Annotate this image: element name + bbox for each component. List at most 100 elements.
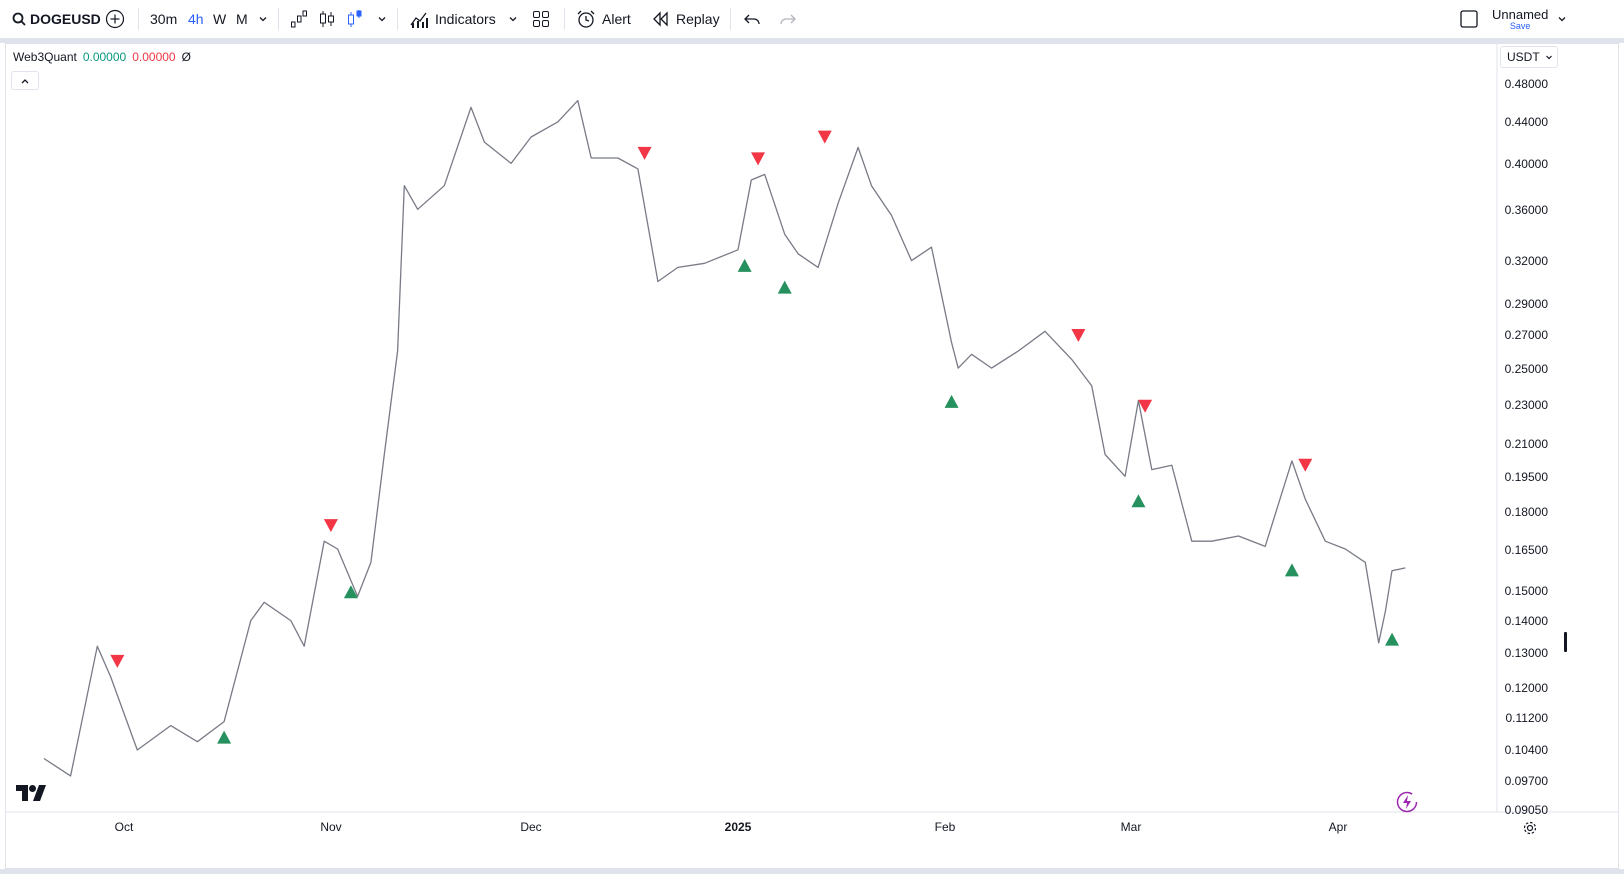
price-scale-handle[interactable] [1564, 632, 1567, 652]
price-label: 0.44000 [1504, 115, 1548, 129]
replay-button[interactable]: Replay [652, 0, 720, 38]
tradingview-logo-icon [16, 785, 46, 801]
grid-layout-icon [533, 11, 549, 27]
signals-group [110, 130, 1400, 744]
price-label: 0.19500 [1504, 470, 1548, 484]
buy-signal-marker [1284, 563, 1299, 577]
buy-signal-marker [777, 280, 792, 294]
chart-type-candles[interactable] [318, 0, 336, 38]
price-label: 0.29000 [1504, 297, 1548, 311]
sell-signal-marker [1298, 458, 1313, 472]
alert-button[interactable]: Alert [576, 0, 631, 38]
alert-label: Alert [602, 11, 631, 27]
lightning-circle-icon [1396, 791, 1418, 813]
buy-signal-marker [217, 730, 232, 744]
time-label: Oct [114, 820, 134, 834]
chevron-down-icon [259, 17, 267, 22]
redo-button[interactable] [779, 0, 797, 38]
price-label: 0.25000 [1504, 362, 1548, 376]
layout-dropdown[interactable] [1557, 0, 1567, 38]
indicator-name: Web3Quant [13, 50, 77, 64]
price-label: 0.09050 [1504, 803, 1548, 817]
indicator-value-2: 0.00000 [132, 50, 176, 64]
chevron-down-icon [509, 17, 517, 22]
price-label: 0.15000 [1504, 584, 1548, 598]
price-series-line [43, 99, 1406, 777]
time-label: Nov [320, 820, 342, 834]
interval-dropdown[interactable] [258, 0, 268, 38]
chevron-down-icon [1546, 55, 1552, 60]
alarm-clock-icon [577, 10, 595, 28]
chart-type-line-break[interactable] [290, 0, 308, 38]
hollow-candles-icon [348, 10, 362, 27]
interval-30m[interactable]: 30m [150, 11, 178, 27]
price-label: 0.23000 [1504, 398, 1548, 412]
chart-type-dropdown[interactable] [377, 0, 387, 38]
price-line-group [43, 99, 1406, 777]
buy-signal-marker [1385, 632, 1400, 646]
price-label: 0.27000 [1504, 328, 1548, 342]
time-label: 2025 [724, 820, 752, 834]
price-label: 0.13000 [1504, 646, 1548, 660]
replay-label: Replay [676, 11, 720, 27]
sell-signal-marker [817, 130, 832, 144]
currency-label: USDT [1507, 50, 1540, 64]
tradingview-logo[interactable] [15, 784, 47, 807]
price-label: 0.32000 [1504, 254, 1548, 268]
time-label: Apr [1328, 820, 1348, 834]
select-layout-checkbox[interactable] [1460, 0, 1478, 38]
price-label: 0.09700 [1504, 774, 1548, 788]
currency-select[interactable]: USDT [1500, 46, 1558, 68]
candlestick-icon [320, 11, 334, 27]
search-icon [12, 12, 26, 26]
indicators-icon [410, 12, 428, 28]
price-label: 0.14000 [1504, 614, 1548, 628]
indicator-legend[interactable]: Web3Quant 0.00000 0.00000 Ø [13, 48, 191, 66]
buy-signal-marker [944, 394, 959, 408]
indicators-dropdown[interactable] [508, 0, 518, 38]
chart-settings-button[interactable] [1522, 820, 1538, 841]
sell-signal-marker [110, 654, 125, 668]
flash-button[interactable] [1396, 791, 1418, 818]
price-label: 0.10400 [1504, 743, 1548, 757]
chart-pane [5, 43, 1619, 869]
rewind-icon [653, 11, 668, 27]
undo-button[interactable] [743, 0, 761, 38]
chevron-down-icon [378, 17, 386, 22]
time-label: Feb [934, 820, 956, 834]
line-chart-icon [291, 10, 307, 28]
chevron-up-icon [21, 78, 29, 83]
top-toolbar: DOGEUSD 30m 4h W M Indicators Alert Repl… [0, 0, 1624, 38]
undo-icon [744, 14, 760, 25]
sell-signal-marker [323, 519, 338, 533]
compare-symbol-button[interactable] [105, 0, 125, 38]
price-label: 0.36000 [1504, 203, 1548, 217]
sell-signal-marker [1138, 399, 1153, 413]
time-label: Mar [1120, 820, 1142, 834]
sell-signal-marker [751, 152, 766, 166]
indicators-button[interactable]: Indicators [410, 0, 496, 38]
price-label: 0.48000 [1504, 77, 1548, 91]
sell-signal-marker [637, 146, 652, 160]
sell-signal-marker [1071, 328, 1086, 342]
symbol-name: DOGEUSD [30, 11, 101, 27]
chart-type-active[interactable] [346, 0, 364, 38]
indicator-symbol: Ø [181, 50, 191, 64]
price-label: 0.11200 [1505, 711, 1549, 725]
collapse-legend-button[interactable] [11, 71, 39, 90]
indicator-value-1: 0.00000 [82, 50, 127, 64]
interval-m[interactable]: M [236, 11, 248, 27]
buy-signal-marker [343, 585, 358, 599]
price-label: 0.12000 [1504, 681, 1548, 695]
buy-signal-marker [1131, 494, 1146, 508]
interval-w[interactable]: W [213, 11, 227, 27]
symbol-search[interactable]: DOGEUSD [12, 0, 101, 38]
gear-icon [1523, 821, 1537, 835]
layout-templates-button[interactable] [532, 0, 550, 38]
buy-signal-marker [737, 258, 752, 272]
redo-icon [780, 14, 796, 25]
indicators-label: Indicators [435, 11, 496, 27]
layout-name-button[interactable]: Unnamed Save [1492, 0, 1548, 38]
interval-4h[interactable]: 4h [188, 11, 204, 27]
